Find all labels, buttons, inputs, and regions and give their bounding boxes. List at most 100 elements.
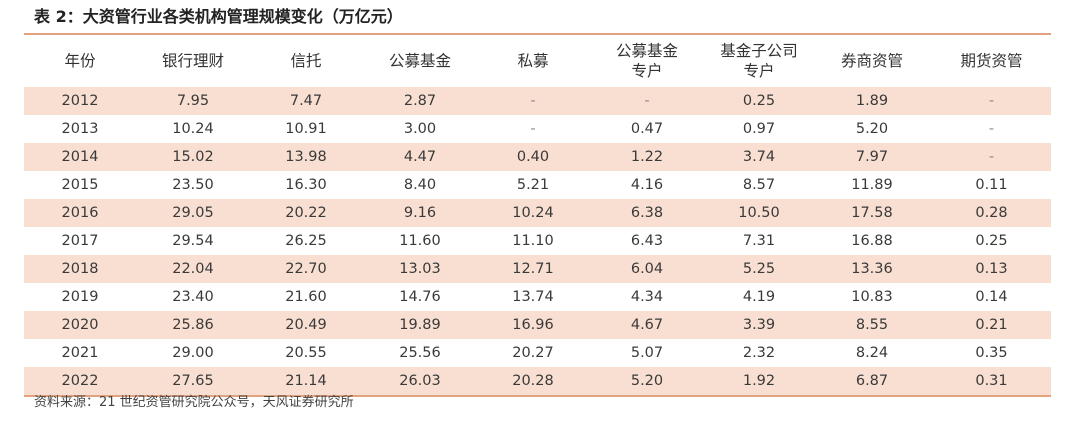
- cell-mutual-fund: 26.03: [399, 373, 441, 389]
- cell-broker-am: 10.83: [851, 289, 893, 305]
- cell-year: 2013: [61, 121, 99, 137]
- column-header-broker-am: 券商资管: [840, 52, 903, 70]
- cell-trust: 21.14: [285, 373, 327, 389]
- column-header-bank-wealth: 银行理财: [161, 52, 224, 70]
- cell-futures-am: 0.35: [975, 345, 1008, 361]
- table-row: 2015 23.50 16.30 8.40 5.21 4.16 8.57 11.89 0.11: [24, 171, 1051, 199]
- cell-mutual-fund-segregated: 5.07: [630, 345, 664, 361]
- cell-private-fund: 5.21: [516, 177, 550, 193]
- cell-private-fund: 12.71: [512, 261, 554, 277]
- cell-trust: 26.25: [285, 233, 327, 249]
- table-row: 2014 15.02 13.98 4.47 0.40 1.22 3.74 7.97 -: [24, 143, 1051, 171]
- cell-mutual-fund-segregated: 1.22: [630, 149, 664, 165]
- cell-fund-subsidiary: 7.31: [742, 233, 776, 249]
- data-table: 年份 银行理财 信托 公募基金 私募 公募基金 专户 基金子公司 专户 券商资管 期货资管 20…: [24, 33, 1051, 397]
- table-row: 2017 29.54 26.25 11.60 11.10 6.43 7.31 16.88 0.2…: [24, 227, 1051, 255]
- cell-futures-am: 0.11: [975, 177, 1008, 193]
- cell-year: 2021: [61, 345, 99, 361]
- cell-year: 2016: [61, 205, 99, 221]
- cell-private-fund: 10.24: [512, 205, 554, 221]
- table-title: 表 2：大资管行业各类机构管理规模变化（万亿元）: [34, 7, 403, 26]
- cell-broker-am: 6.87: [855, 373, 889, 389]
- table-row: 2018 22.04 22.70 13.03 12.71 6.04 5.25 13.36 0.1…: [24, 255, 1051, 283]
- cell-mutual-fund-segregated: 6.43: [630, 233, 664, 249]
- cell-private-fund: 0.40: [516, 149, 550, 165]
- cell-mutual-fund: 11.60: [399, 233, 441, 249]
- cell-year: 2012: [61, 93, 99, 109]
- table-row: 2016 29.05 20.22 9.16 10.24 6.38 10.50 17.58 0.2…: [24, 199, 1051, 227]
- cell-futures-am: 0.28: [975, 205, 1008, 221]
- cell-private-fund: 20.27: [512, 345, 554, 361]
- cell-bank-wealth: 25.86: [172, 317, 214, 333]
- cell-bank-wealth: 29.00: [172, 345, 214, 361]
- cell-mutual-fund-segregated: 0.47: [630, 121, 664, 137]
- cell-bank-wealth: 15.02: [172, 149, 214, 165]
- cell-year: 2015: [61, 177, 99, 193]
- cell-bank-wealth: 22.04: [172, 261, 214, 277]
- cell-private-fund: 11.10: [512, 233, 554, 249]
- cell-year: 2020: [61, 317, 99, 333]
- cell-private-fund: 16.96: [512, 317, 554, 333]
- table-row: 2012 7.95 7.47 2.87 - - 0.25 1.89 -: [24, 87, 1051, 115]
- cell-broker-am: 7.97: [855, 149, 889, 165]
- cell-futures-am: 0.25: [975, 233, 1008, 249]
- cell-bank-wealth: 23.40: [172, 289, 214, 305]
- cell-fund-subsidiary: 0.25: [742, 93, 776, 109]
- cell-broker-am: 8.55: [855, 317, 889, 333]
- cell-mutual-fund: 3.00: [403, 121, 437, 137]
- cell-trust: 7.47: [289, 93, 323, 109]
- cell-mutual-fund: 2.87: [403, 93, 437, 109]
- cell-fund-subsidiary: 1.92: [742, 373, 776, 389]
- table-row: 2021 29.00 20.55 25.56 20.27 5.07 2.32 8.24 0.35: [24, 339, 1051, 367]
- cell-bank-wealth: 7.95: [176, 93, 210, 109]
- cell-broker-am: 17.58: [851, 205, 893, 221]
- cell-private-fund: -: [530, 121, 536, 137]
- cell-futures-am: -: [988, 121, 995, 137]
- cell-broker-am: 11.89: [851, 177, 893, 193]
- cell-fund-subsidiary: 5.25: [742, 261, 776, 277]
- table-row: 2020 25.86 20.49 19.89 16.96 4.67 3.39 8.55 0.21: [24, 311, 1051, 339]
- column-header-fund-subsidiary: 基金子公司 专户: [720, 42, 798, 80]
- cell-private-fund: 20.28: [512, 373, 554, 389]
- column-header-private-fund: 私募: [517, 52, 549, 70]
- table-row: 2019 23.40 21.60 14.76 13.74 4.34 4.19 10.83 0.1…: [24, 283, 1051, 311]
- cell-fund-subsidiary: 10.50: [738, 205, 780, 221]
- table-header-row: 年份 银行理财 信托 公募基金 私募 公募基金 专户 基金子公司 专户 券商资管 期货资管: [24, 35, 1051, 87]
- cell-mutual-fund: 13.03: [399, 261, 441, 277]
- cell-mutual-fund-segregated: 6.38: [630, 205, 664, 221]
- column-header-futures-am: 期货资管: [960, 52, 1023, 70]
- column-header-year: 年份: [64, 52, 96, 70]
- column-header-mutual-fund-segregated: 公募基金 专户: [615, 42, 678, 80]
- cell-fund-subsidiary: 3.39: [742, 317, 776, 333]
- cell-mutual-fund: 4.47: [403, 149, 437, 165]
- cell-mutual-fund-segregated: 4.34: [630, 289, 664, 305]
- cell-year: 2022: [61, 373, 99, 389]
- cell-trust: 10.91: [285, 121, 327, 137]
- cell-fund-subsidiary: 3.74: [742, 149, 776, 165]
- cell-year: 2014: [61, 149, 99, 165]
- source-note: 资料来源：21 世纪资管研究院公众号，天风证券研究所: [34, 395, 354, 410]
- cell-broker-am: 8.24: [855, 345, 889, 361]
- cell-broker-am: 5.20: [855, 121, 889, 137]
- cell-bank-wealth: 29.05: [172, 205, 214, 221]
- cell-futures-am: 0.21: [975, 317, 1008, 333]
- cell-fund-subsidiary: 2.32: [742, 345, 776, 361]
- cell-fund-subsidiary: 8.57: [742, 177, 776, 193]
- cell-mutual-fund: 9.16: [403, 205, 437, 221]
- table-body: 2012 7.95 7.47 2.87 - - 0.25 1.89 - 2013 10.24 10.9…: [24, 87, 1051, 395]
- cell-bank-wealth: 29.54: [172, 233, 214, 249]
- cell-trust: 20.49: [285, 317, 327, 333]
- cell-fund-subsidiary: 4.19: [742, 289, 776, 305]
- cell-trust: 21.60: [285, 289, 327, 305]
- cell-trust: 13.98: [285, 149, 327, 165]
- cell-trust: 16.30: [285, 177, 327, 193]
- cell-fund-subsidiary: 0.97: [742, 121, 776, 137]
- table-row: 2013 10.24 10.91 3.00 - 0.47 0.97 5.20 -: [24, 115, 1051, 143]
- column-header-trust: 信托: [290, 52, 322, 70]
- cell-trust: 22.70: [285, 261, 327, 277]
- cell-futures-am: -: [988, 149, 995, 165]
- cell-mutual-fund: 14.76: [399, 289, 441, 305]
- cell-bank-wealth: 27.65: [172, 373, 214, 389]
- cell-year: 2019: [61, 289, 99, 305]
- cell-bank-wealth: 10.24: [172, 121, 214, 137]
